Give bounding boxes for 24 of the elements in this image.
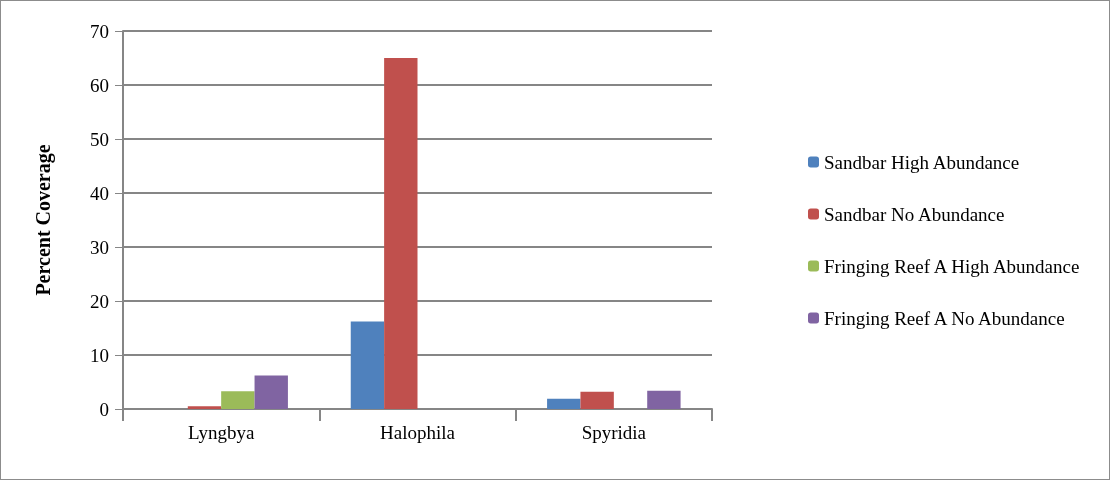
legend-label: Sandbar No Abundance <box>824 203 1005 225</box>
y-tick-label: 10 <box>90 344 109 366</box>
x-tick-label: Lyngbya <box>187 422 255 443</box>
bar <box>350 321 385 409</box>
x-tick-label: Spyridia <box>581 422 647 443</box>
y-axis-title: Percent Coverage <box>32 144 55 296</box>
bar <box>221 391 255 409</box>
legend-label: Sandbar High Abundance <box>824 151 1020 173</box>
y-tick-label: 20 <box>90 290 109 312</box>
bar <box>647 390 681 409</box>
x-tick-label: Halophila <box>380 422 456 443</box>
bar <box>254 375 288 409</box>
bar <box>384 58 418 409</box>
bar <box>580 391 614 409</box>
y-tick-label: 70 <box>90 20 109 42</box>
y-tick-label: 50 <box>90 128 109 150</box>
legend-label: Fringing Reef A High Abundance <box>824 255 1080 277</box>
y-tick-label: 60 <box>90 74 109 96</box>
y-tick-label: 0 <box>99 398 109 420</box>
bar <box>547 398 581 409</box>
y-tick-label: 30 <box>90 236 109 258</box>
y-tick-label: 40 <box>90 182 109 204</box>
bar <box>187 406 222 409</box>
legend-label: Fringing Reef A No Abundance <box>824 307 1065 329</box>
